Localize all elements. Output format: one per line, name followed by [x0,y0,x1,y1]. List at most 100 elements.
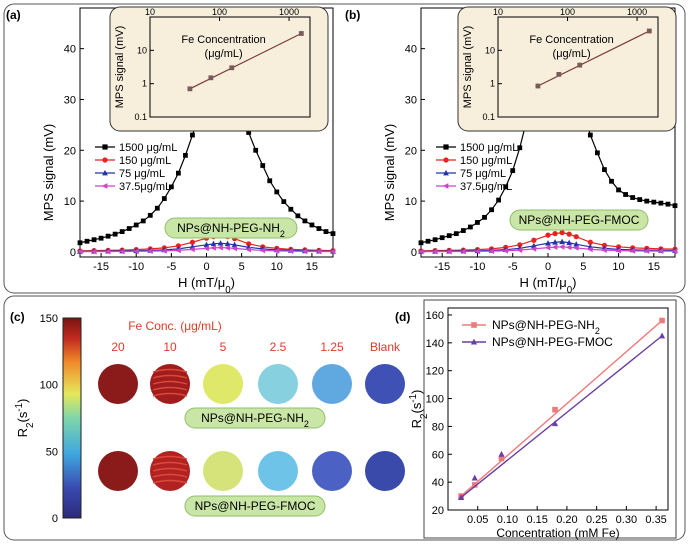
inset-data-point [535,83,541,89]
inset-x-tick-label: 10 [145,7,155,17]
y-tick-label: 160 [426,310,444,322]
data-point [203,241,210,248]
data-point [651,199,657,205]
inset-plot-area [149,16,311,118]
data-point [210,244,216,251]
inset-data-point [577,62,583,68]
mri-well [258,451,298,491]
data-point [273,248,280,254]
data-point [545,232,551,238]
data-point [623,192,629,197]
y-axis-label: MPS signal (mV) [41,124,56,222]
data-point [281,199,287,205]
data-point [224,240,231,247]
data-point [161,248,167,254]
inset-chart: 10 100 1000 0.1 1 10 Fe Concentration (μg/mL) MP… [457,6,677,132]
x-tick-label: 10 [271,261,283,273]
data-point [551,420,559,427]
x-tick-label: 0.05 [467,514,488,526]
data-point [471,482,478,488]
legend-label: 150 μg/mL [119,155,171,167]
data-point [105,233,111,239]
row-label: NPs@NH-PEG-FMOC [195,499,316,513]
data-point [573,234,579,240]
data-point [301,248,308,255]
data-point [471,474,478,481]
mri-well [258,364,298,404]
y-tick-label: 30 [64,94,76,106]
data-point [425,238,431,244]
data-point [431,248,438,255]
data-point [189,239,196,245]
legend-marker [471,322,477,328]
data-point [517,145,523,151]
row-label-pill [184,407,326,429]
data-point [245,246,252,253]
data-point [302,218,308,224]
panel-label-a: (a) [6,8,21,22]
inset-y-tick-label: 1 [142,79,147,89]
legend-marker [443,144,449,150]
data-point [175,170,181,176]
data-point [315,248,322,255]
data-point [288,206,294,212]
data-point [217,244,223,251]
panel-c-heatmap: 0 50 100 150 R2(s-1) Fe Conc. (μg/mL)20 10 5 2.5… [14,313,405,525]
data-point [671,248,678,255]
mri-well [98,451,138,491]
data-point [460,228,466,233]
data-point [516,247,523,253]
inset-x-tick-label: 100 [560,7,575,17]
x-tick-label: 5 [239,261,245,273]
y-tick-label: 10 [64,196,76,208]
x-tick-label: -10 [128,261,144,273]
data-point [545,240,551,246]
data-point [274,189,280,195]
y-tick-label: 40 [64,44,76,56]
data-point [644,198,650,204]
legend-label: NPs@NH-PEG-FMOC [492,335,613,349]
data-point [657,248,664,255]
row-label-pill [184,495,326,517]
data-point [531,237,537,243]
legend-label: 37.5μg/mL [119,181,171,193]
inset-data-point [298,31,304,36]
legend-label: 1500 μg/mL [460,142,518,154]
y-tick-label: 100 [426,394,444,406]
column-label: 5 [220,340,227,354]
data-point [658,332,666,339]
x-axis-label: H (mT/μ0) [520,275,577,296]
data-point [330,231,336,237]
legend-marker [102,157,108,163]
data-point [446,248,452,255]
mri-well [312,451,352,491]
mri-well [312,364,352,404]
data-point [587,239,593,245]
data-point [231,245,237,252]
data-point [460,248,466,255]
data-point [246,130,252,135]
column-label: Blank [370,340,401,354]
data-point [643,248,650,254]
y-tick-label: 20 [405,145,417,157]
legend-marker [443,169,449,176]
panel-label-d: (d) [395,310,410,324]
data-point [203,245,209,252]
data-point [601,247,607,253]
data-point [189,246,195,253]
x-tick-label: 0 [203,261,209,273]
sample-label-pill [509,209,649,231]
data-point [432,237,438,243]
panel-d-chart: 0.05 0.10 0.15 0.20 0.25 0.30 0.35 20 40 60 80 100 1… [408,299,677,540]
y-tick-label: 60 [432,449,444,461]
column-label: 2.5 [270,340,287,354]
legend-label: 75 μg/mL [460,168,506,180]
x-tick-label: 0.10 [497,514,518,526]
mri-well-stripe [152,392,188,397]
data-point [267,178,273,184]
inset-x-tick-label: 1000 [627,7,647,17]
data-point [231,241,238,248]
x-tick-label: 15 [306,261,318,273]
data-point [498,455,505,462]
data-point [659,317,665,324]
